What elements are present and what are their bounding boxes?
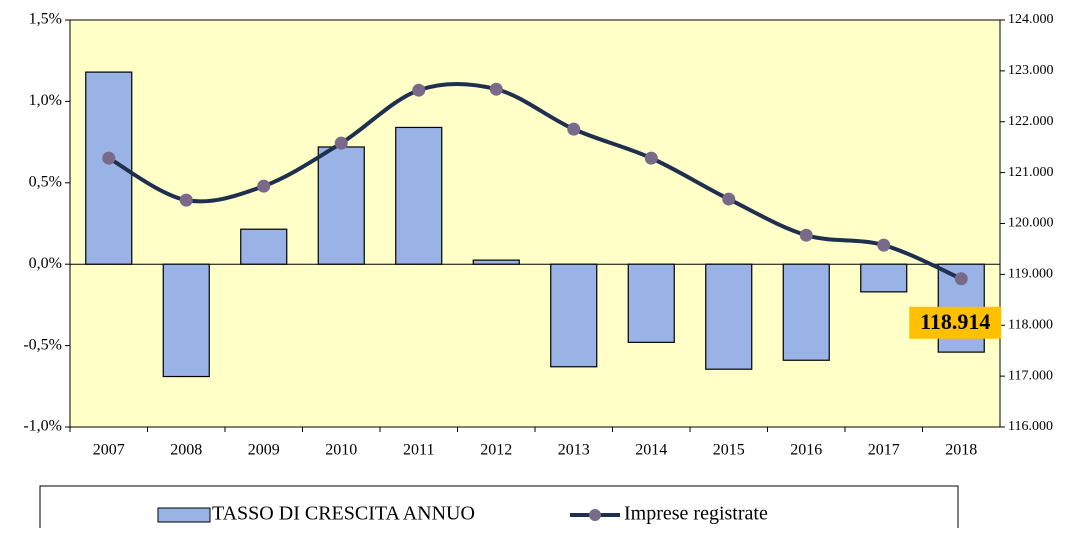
y-tick-label: -0,5% [23,336,62,353]
bar [472,259,520,265]
y2-tick-label: 119.000 [1008,267,1053,282]
x-tick-label: 2009 [248,442,280,459]
marker [489,82,503,96]
x-tick-label: 2013 [558,442,590,459]
x-tick-label: 2010 [325,442,357,459]
bar [860,263,908,293]
marker [567,122,581,136]
y2-tick-label: 122.000 [1008,114,1054,129]
x-tick-label: 2016 [790,442,822,459]
x-tick-label: 2018 [945,442,977,459]
y2-tick-label: 118.000 [1008,317,1053,332]
y-tick-label: 1,5% [29,11,62,28]
y2-tick-label: 123.000 [1008,63,1054,78]
x-tick-label: 2008 [170,442,202,459]
bar [705,263,753,370]
x-tick-label: 2015 [713,442,745,459]
marker [412,83,426,97]
y2-tick-label: 117.000 [1008,368,1053,383]
marker [722,192,736,206]
x-tick-label: 2011 [403,442,434,459]
legend-swatch [157,507,211,523]
y2-tick-label: 120.000 [1008,216,1054,231]
legend-label: Imprese registrate [624,503,768,525]
legend-label: TASSO DI CRESCITA ANNUO [212,503,475,525]
bar [782,263,830,361]
value-label-box [909,306,1002,339]
marker [877,238,891,252]
marker [954,272,968,286]
bar [162,263,210,378]
y2-tick-label: 116.000 [1008,419,1053,434]
x-tick-label: 2007 [93,442,125,459]
x-tick-label: 2017 [868,442,900,459]
bar [240,228,288,265]
y-tick-label: 0,0% [29,255,62,272]
marker [644,151,658,165]
x-tick-label: 2014 [635,442,667,459]
y2-tick-label: 124.000 [1008,12,1054,27]
bar [627,263,675,343]
marker [179,193,193,207]
plot-area [69,19,1001,428]
y2-tick-label: 121.000 [1008,165,1054,180]
marker [102,151,116,165]
x-tick-label: 2012 [480,442,512,459]
bar [395,126,443,265]
y-tick-label: 0,5% [29,173,62,190]
y-tick-label: 1,0% [29,92,62,109]
marker [799,228,813,242]
y-tick-label: -1,0% [23,418,62,435]
legend-marker [589,509,601,521]
bar [550,263,598,368]
bar [317,146,365,265]
marker [257,179,271,193]
marker [334,136,348,150]
value-label: 118.914 [920,309,990,334]
